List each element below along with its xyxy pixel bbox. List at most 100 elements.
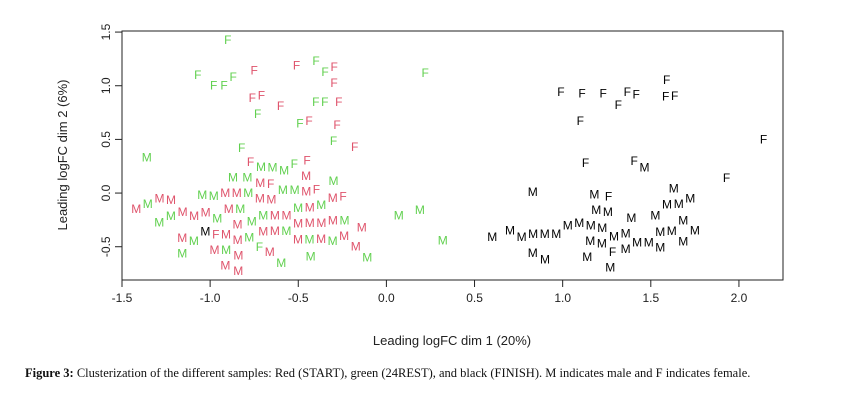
data-point-start-male: M bbox=[255, 176, 265, 190]
data-point-finish-female: F bbox=[662, 89, 669, 103]
data-point-24rest-female: F bbox=[224, 33, 231, 47]
data-point-finish-male: M bbox=[603, 205, 613, 219]
data-point-finish-male: M bbox=[632, 235, 642, 249]
data-point-24rest-female: F bbox=[330, 134, 337, 148]
data-point-finish-male: M bbox=[621, 242, 631, 256]
x-tick-label: 2.0 bbox=[731, 291, 748, 305]
data-point-start-male: M bbox=[189, 209, 199, 223]
data-point-start-female: F bbox=[293, 58, 300, 72]
y-axis-label: Leading logFC dim 2 (6%) bbox=[55, 79, 70, 230]
data-point-start-male: M bbox=[351, 240, 361, 254]
data-point-24rest-male: M bbox=[293, 201, 303, 215]
data-point-24rest-female: F bbox=[238, 141, 245, 155]
data-point-start-male: M bbox=[166, 193, 176, 207]
data-point-24rest-male: M bbox=[279, 164, 289, 178]
data-point-start-male: M bbox=[131, 202, 141, 216]
data-point-24rest-male: M bbox=[166, 209, 176, 223]
data-point-24rest-male: M bbox=[362, 251, 372, 265]
data-point-start-male: M bbox=[221, 227, 231, 241]
data-point-finish-male: M bbox=[609, 229, 619, 243]
data-point-finish-male: M bbox=[574, 216, 584, 230]
data-point-start-male: M bbox=[328, 191, 338, 205]
data-point-finish-male: M bbox=[655, 225, 665, 239]
data-point-finish-female: F bbox=[609, 245, 616, 259]
data-point-finish-female: F bbox=[605, 190, 612, 204]
data-point-start-male: M bbox=[301, 185, 311, 199]
data-point-start-female: F bbox=[305, 114, 312, 128]
data-point-finish-male: M bbox=[597, 221, 607, 235]
data-point-finish-male: M bbox=[678, 213, 688, 227]
data-point-start-male: M bbox=[339, 229, 349, 243]
data-point-finish-male: M bbox=[540, 227, 550, 241]
data-point-start-female: F bbox=[339, 190, 346, 204]
data-point-finish-female: F bbox=[624, 85, 631, 99]
data-point-start-male: M bbox=[357, 220, 367, 234]
data-point-finish-female: F bbox=[723, 171, 730, 185]
data-point-start-male: M bbox=[266, 193, 276, 207]
data-point-start-male: M bbox=[293, 232, 303, 246]
data-point-24rest-female: F bbox=[321, 95, 328, 109]
y-axis: -0.5 0.0 0.5 1.0 1.5 bbox=[99, 23, 123, 257]
data-point-24rest-male: M bbox=[235, 202, 245, 216]
data-point-24rest-male: M bbox=[281, 224, 291, 238]
data-point-start-male: M bbox=[316, 216, 326, 230]
data-point-start-female: F bbox=[212, 227, 219, 241]
data-point-24rest-female: F bbox=[312, 95, 319, 109]
data-point-24rest-female: F bbox=[194, 68, 201, 82]
data-point-start-male: M bbox=[328, 214, 338, 228]
data-point-finish-male: M bbox=[528, 185, 538, 199]
data-point-finish-male: M bbox=[685, 191, 695, 205]
data-point-24rest-male: M bbox=[189, 234, 199, 248]
data-point-start-female: F bbox=[249, 91, 256, 105]
data-point-start-male: M bbox=[265, 245, 275, 259]
data-point-finish-female: F bbox=[631, 154, 638, 168]
figure-caption: Figure 3: Clusterization of the differen… bbox=[25, 366, 750, 381]
data-point-start-male: M bbox=[316, 232, 326, 246]
data-point-finish-male: M bbox=[528, 246, 538, 260]
data-point-24rest-male: M bbox=[316, 198, 326, 212]
data-point-24rest-male: M bbox=[209, 189, 219, 203]
data-point-finish-male: M bbox=[650, 208, 660, 222]
data-point-finish-male: M bbox=[621, 226, 631, 240]
data-point-24rest-male: M bbox=[242, 171, 252, 185]
data-point-finish-female: F bbox=[578, 86, 585, 100]
data-point-finish-female: F bbox=[557, 85, 564, 99]
data-point-start-male: M bbox=[258, 225, 268, 239]
x-tick-label: 0.5 bbox=[466, 291, 483, 305]
data-point-start-male: M bbox=[293, 217, 303, 231]
data-point-24rest-male: M bbox=[142, 151, 152, 165]
data-point-start-male: M bbox=[224, 202, 234, 216]
data-point-24rest-male: M bbox=[243, 186, 253, 200]
data-point-24rest-female: F bbox=[422, 66, 429, 80]
data-point-finish-male: M bbox=[505, 224, 515, 238]
caption-label: Figure 3: bbox=[25, 366, 74, 380]
data-point-24rest-female: F bbox=[312, 54, 319, 68]
data-point-finish-male: M bbox=[605, 261, 615, 275]
data-point-finish-male: M bbox=[597, 237, 607, 251]
data-point-start-male: M bbox=[255, 192, 265, 206]
data-point-start-male: M bbox=[178, 205, 188, 219]
data-point-finish-male: M bbox=[585, 234, 595, 248]
data-point-24rest-male: M bbox=[438, 233, 448, 247]
data-point-24rest-male: M bbox=[154, 216, 164, 230]
data-point-finish-female: F bbox=[760, 132, 767, 146]
data-point-24rest-male: M bbox=[256, 160, 266, 174]
data-point-start-female: F bbox=[277, 99, 284, 113]
data-point-finish-female: F bbox=[600, 86, 607, 100]
data-point-finish-male: M bbox=[487, 230, 497, 244]
data-point-finish-male: M bbox=[582, 250, 592, 264]
x-tick-label: -1.5 bbox=[112, 291, 133, 305]
data-point-24rest-male: M bbox=[415, 203, 425, 217]
data-point-finish-male: M bbox=[690, 224, 700, 238]
data-point-finish-male: M bbox=[662, 198, 672, 212]
data-point-start-male: M bbox=[177, 231, 187, 245]
data-point-start-male: M bbox=[305, 200, 315, 214]
data-point-finish-male: M bbox=[517, 230, 527, 244]
data-point-24rest-male: M bbox=[290, 183, 300, 197]
data-point-24rest-female: F bbox=[291, 157, 298, 171]
data-point-24rest-male: M bbox=[197, 188, 207, 202]
data-point-24rest-male: M bbox=[212, 212, 222, 226]
y-tick-label: 1.5 bbox=[99, 23, 113, 40]
